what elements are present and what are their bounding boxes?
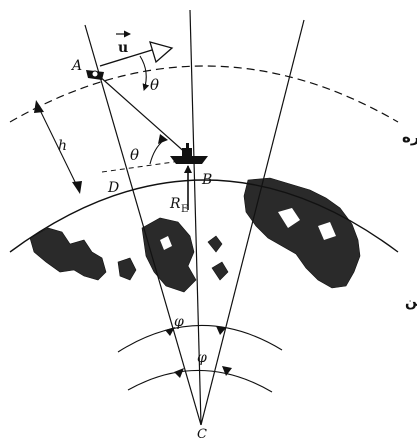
land-lakes xyxy=(160,208,336,250)
phi-lower-left-arrow xyxy=(174,368,184,378)
lake-2 xyxy=(318,222,336,240)
phi-upper-right-arrow xyxy=(216,326,226,335)
phi-lower-right-arrow xyxy=(222,366,232,376)
phi-arc-upper xyxy=(117,324,283,353)
label-point-a: A xyxy=(70,58,82,74)
label-phi-lower: φ xyxy=(197,350,207,366)
label-earth-sphere: کره زمین xyxy=(405,294,417,310)
theta-arc-top xyxy=(139,55,150,91)
lake-1 xyxy=(278,208,300,228)
satellite-icon xyxy=(86,70,104,80)
phi-upper-left-arrow xyxy=(165,327,175,336)
lake-3 xyxy=(160,236,172,250)
label-radius-subscript: E xyxy=(181,204,188,215)
height-arrow-top xyxy=(34,100,44,113)
ship-icon xyxy=(170,143,208,164)
label-height: h xyxy=(58,138,67,154)
land-mass-left-islet xyxy=(117,257,137,281)
height-dimension-line xyxy=(37,105,79,189)
earth-surface-arc xyxy=(9,179,399,253)
orbit-dashed-arc xyxy=(9,65,399,123)
land-masses xyxy=(29,177,361,293)
label-point-b: B xyxy=(201,172,212,188)
label-sphere: کره xyxy=(402,128,417,146)
label-point-d: D xyxy=(107,180,119,196)
label-radius: R xyxy=(169,196,181,212)
center-line-left xyxy=(84,24,202,426)
label-phi-upper: φ xyxy=(174,314,184,330)
land-mass-left xyxy=(29,227,107,281)
center-line-vertical xyxy=(189,9,202,426)
height-arrow-bottom xyxy=(72,181,82,194)
theta-arc-mid xyxy=(149,139,165,165)
theta-arc-mid-arrow xyxy=(158,134,168,144)
land-mass-right xyxy=(243,177,361,289)
phi-arc-lower xyxy=(127,369,273,393)
line-of-sight-a-to-b xyxy=(97,74,189,156)
velocity-vector xyxy=(99,49,153,67)
label-velocity: u xyxy=(118,40,128,56)
center-line-right xyxy=(200,19,305,426)
land-mass-center-islet-2 xyxy=(211,261,229,281)
horizon-dashed-line xyxy=(101,159,189,173)
label-theta-mid: θ xyxy=(130,146,139,164)
land-mass-center-islet xyxy=(207,235,223,253)
label-theta-top: θ xyxy=(150,76,159,94)
land-mass-center xyxy=(141,217,197,293)
velocity-arrowhead xyxy=(149,41,174,64)
label-point-c: C xyxy=(197,427,207,440)
